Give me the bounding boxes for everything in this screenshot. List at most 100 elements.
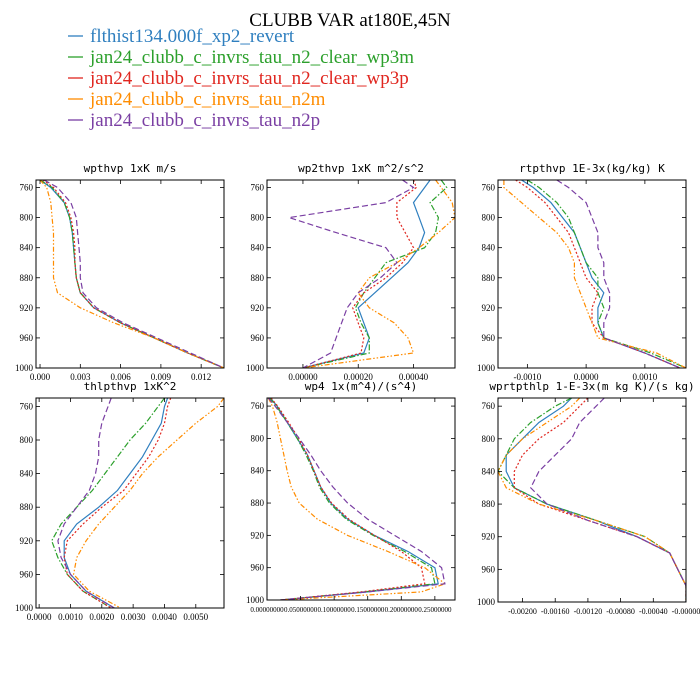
y-tick-label: 960 (482, 333, 496, 343)
x-tick-label: 0.00000000 (250, 606, 284, 614)
x-tick-label: 0.15000000 (351, 606, 385, 614)
series-line (521, 180, 681, 368)
y-tick-label: 800 (251, 433, 265, 443)
y-tick-label: 760 (482, 401, 496, 411)
plot-frame (497, 179, 687, 369)
y-tick-label: 960 (20, 569, 34, 579)
x-tick-label: 0.00000 (288, 372, 318, 382)
series-group (267, 398, 447, 600)
y-tick-label: 920 (482, 303, 496, 313)
series-group (503, 180, 686, 368)
y-tick-label: 960 (251, 333, 265, 343)
x-tick-label: 0.006 (110, 372, 131, 382)
series-line (527, 180, 686, 368)
legend-label: jan24_clubb_c_invrs_tau_n2_clear_wp3m (89, 47, 414, 68)
y-tick-label: 840 (482, 243, 496, 253)
x-tick-label: -0.00160 (541, 607, 570, 616)
x-tick-label: 0.25000000 (418, 606, 452, 614)
legend-label: jan24_clubb_c_invrs_tau_n2p (89, 110, 320, 131)
series-group (39, 180, 224, 368)
plot-frame (35, 397, 225, 609)
y-tick-label: 1000 (477, 363, 496, 373)
y-tick-label: 960 (20, 333, 34, 343)
y-tick-label: 920 (251, 530, 265, 540)
y-tick-label: 1000 (246, 363, 265, 373)
y-tick-label: 880 (482, 499, 496, 509)
x-tick-label: 0.10000000 (318, 606, 352, 614)
y-tick-label: 840 (251, 243, 265, 253)
x-tick-label: -0.00200 (508, 607, 537, 616)
series-line (63, 398, 172, 608)
panel-rtpthvp: rtpthvp 1E-3x(kg/kg) K 760 800 840 880 920 960… (477, 162, 687, 382)
x-tick-label: -0.0010 (514, 372, 542, 382)
figure-title: CLUBB VAR at180E,45N (249, 10, 451, 31)
series-group (498, 398, 686, 602)
panel-title: rtpthvp 1E-3x(kg/kg) K (519, 162, 665, 175)
x-tick-label: 0.0000 (574, 372, 599, 382)
series-line (302, 180, 448, 368)
x-tick-label: 0.0050 (183, 612, 208, 622)
legend-label: jan24_clubb_c_invrs_tau_n2m (89, 89, 326, 110)
x-tick-label: 0.00020 (344, 372, 374, 382)
x-tick-label: 0.0000 (27, 612, 52, 622)
y-tick-label: 800 (482, 434, 496, 444)
y-tick-label: 800 (251, 213, 265, 223)
x-tick-label: 0.0010 (633, 372, 658, 382)
x-tick-label: 0.20000000 (385, 606, 419, 614)
panel-title: thlpthvp 1xK^2 (84, 380, 177, 393)
y-tick-label: 920 (20, 303, 34, 313)
series-line (503, 180, 686, 368)
series-line (72, 398, 224, 608)
legend-label: jan24_clubb_c_invrs_tau_n2_clear_wp3p (89, 68, 409, 89)
y-tick-label: 840 (482, 466, 496, 476)
plot-frame (35, 179, 225, 369)
y-tick-label: 960 (482, 564, 496, 574)
series-line (39, 180, 224, 368)
plot-frame (497, 397, 687, 603)
series-group (288, 180, 455, 368)
series-line (39, 180, 224, 368)
series-line (302, 180, 455, 368)
y-tick-label: 880 (20, 502, 34, 512)
y-tick-label: 800 (20, 213, 34, 223)
series-group (51, 398, 224, 608)
panel-wp4: wp4 1x(m^4)/(s^4)76080084088092096010000… (246, 380, 456, 614)
series-line (39, 180, 224, 368)
panel-title: wprtpthlp 1-E-3x(m kg K)/(s kg) (489, 380, 694, 393)
series-line (515, 180, 681, 368)
panel-thlpthvp: thlpthvp 1xK^276080084088092096010000.00… (15, 380, 225, 622)
plot-frame (266, 397, 456, 601)
y-tick-label: 1000 (246, 595, 265, 605)
series-line (269, 398, 439, 600)
y-tick-label: 880 (251, 498, 265, 508)
legend: flthist134.000f_xp2_revertjan24_clubb_c_… (68, 26, 414, 131)
y-tick-label: 1000 (15, 363, 34, 373)
series-line (51, 398, 165, 608)
x-tick-label: 0.0030 (121, 612, 146, 622)
x-tick-label: 0.0010 (58, 612, 83, 622)
series-line (43, 180, 224, 368)
y-tick-label: 840 (20, 243, 34, 253)
x-tick-label: 0.000 (30, 372, 51, 382)
legend-label: flthist134.000f_xp2_revert (90, 26, 295, 47)
panel-wp2thvp: wp2thvp 1xK m^2/s^2 760 800 840 880 920 960 100… (246, 162, 456, 382)
plot-frame (266, 179, 456, 369)
panel-title: wp2thvp 1xK m^2/s^2 (298, 162, 424, 175)
y-tick-label: 920 (20, 536, 34, 546)
panel-wpthvp: wpthvp 1xK m/s76080084088092096010000.00… (15, 162, 225, 382)
x-tick-label: 0.003 (70, 372, 91, 382)
panel-title: wpthvp 1xK m/s (84, 162, 177, 175)
series-line (270, 398, 426, 600)
x-tick-label: -0.00080 (606, 607, 635, 616)
y-tick-label: 960 (251, 563, 265, 573)
y-tick-label: 1000 (477, 597, 496, 607)
series-line (498, 398, 686, 602)
y-tick-label: 760 (482, 183, 496, 193)
y-tick-label: 760 (20, 183, 34, 193)
y-tick-label: 800 (482, 213, 496, 223)
y-tick-label: 760 (251, 401, 265, 411)
series-line (529, 398, 686, 602)
x-tick-label: 0.05000000 (284, 606, 318, 614)
series-line (498, 398, 686, 602)
